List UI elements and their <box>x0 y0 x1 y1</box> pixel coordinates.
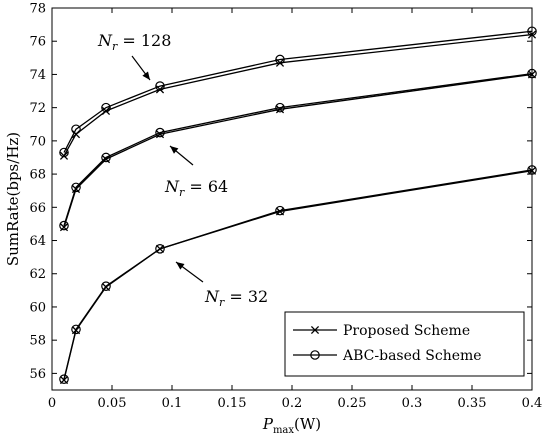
y-tick-label: 68 <box>29 168 46 183</box>
y-tick-label: 72 <box>29 101 46 116</box>
x-tick-label: 0.05 <box>98 396 127 411</box>
x-axis-label: Pmax(W) <box>262 415 321 436</box>
abc-point <box>101 152 111 163</box>
abc-point <box>101 281 111 291</box>
series-group-1 <box>59 68 537 232</box>
legend-label: Proposed Scheme <box>343 323 470 339</box>
x-axis-label-unit: (W) <box>294 415 321 433</box>
abc-point <box>527 26 537 37</box>
x-axis-label-var: P <box>262 415 274 433</box>
y-tick-label: 60 <box>29 300 46 315</box>
abc-point <box>155 127 165 138</box>
series-group-0 <box>59 26 537 160</box>
abc-point <box>527 165 537 175</box>
x-tick-label: 0.25 <box>338 396 367 411</box>
annotation-label: Nr = 64 <box>164 177 228 199</box>
annotation-var: N <box>204 287 220 306</box>
abc-point <box>59 147 69 158</box>
x-tick-label: 0.1 <box>162 396 183 411</box>
proposed-line <box>63 33 533 157</box>
annotation-arrow-head <box>170 146 179 154</box>
annotation-arrow-head <box>142 71 150 80</box>
x-tick-label: 0.3 <box>402 396 423 411</box>
x-tick-label: 0 <box>48 396 56 411</box>
annotation-label: Nr = 32 <box>204 287 268 309</box>
legend-box <box>284 311 525 377</box>
proposed-point <box>71 130 81 139</box>
annotation-var: N <box>97 31 113 50</box>
legend-marker-x <box>310 325 320 335</box>
y-tick-label: 66 <box>29 201 46 216</box>
y-tick-label: 56 <box>29 367 46 382</box>
annotation-var: N <box>164 177 180 196</box>
proposed-point <box>59 151 69 160</box>
proposed-point <box>155 85 165 94</box>
annotation-1: Nr = 64 <box>164 145 228 199</box>
x-tick-label: 0.15 <box>218 396 247 411</box>
annotation-sub: r <box>112 40 118 53</box>
annotation-sub: r <box>179 186 185 199</box>
annotation-value: = 64 <box>184 177 228 196</box>
legend-entry-1: ABC-based Scheme <box>293 348 482 364</box>
y-tick-label: 70 <box>29 134 46 149</box>
annotation-sub: r <box>219 296 225 309</box>
y-tick-label: 64 <box>29 234 46 249</box>
y-axis-label: SumRate(bps/Hz) <box>4 132 22 266</box>
proposed-point <box>527 30 537 39</box>
y-tick-label: 76 <box>29 35 46 50</box>
abc-point <box>275 102 285 113</box>
abc-point <box>101 102 111 113</box>
legend-label: ABC-based Scheme <box>342 348 482 364</box>
legend-marker-o <box>310 350 320 360</box>
x-tick-label: 0.35 <box>458 396 487 411</box>
abc-line <box>63 169 533 380</box>
abc-point <box>155 81 165 91</box>
annotation-arrow-head <box>176 262 185 270</box>
y-tick-label: 58 <box>29 334 46 349</box>
series-group-2 <box>59 165 537 385</box>
abc-point <box>71 124 81 135</box>
abc-point <box>59 220 69 231</box>
abc-point <box>59 374 69 385</box>
annotation-value: = 128 <box>117 31 171 50</box>
abc-point <box>527 68 537 79</box>
x-tick-label: 0.4 <box>522 396 543 411</box>
proposed-point <box>155 244 165 253</box>
annotation-label: Nr = 128 <box>97 31 171 53</box>
x-tick-label: 0.2 <box>282 396 303 411</box>
y-tick-label: 78 <box>29 2 46 17</box>
series-layer <box>59 26 537 385</box>
abc-line <box>63 72 533 226</box>
proposed-point <box>275 58 285 67</box>
y-tick-label: 74 <box>29 68 46 83</box>
axes: 0 0.05 0.1 0.15 0.2 0.25 0.3 0.35 0.4 56 58 60 62 64 6… <box>4 2 542 437</box>
abc-point <box>71 324 81 335</box>
y-tick-label: 62 <box>29 267 46 282</box>
x-axis-label-sub: max <box>273 425 294 436</box>
abc-point <box>71 182 81 193</box>
abc-point <box>275 54 285 65</box>
proposed-point <box>101 106 111 116</box>
annotation-0: Nr = 128 <box>97 31 171 81</box>
legend-entry-0: Proposed Scheme <box>293 323 470 339</box>
abc-point <box>155 244 165 254</box>
annotation-value: = 32 <box>224 287 268 306</box>
annotation-2: Nr = 32 <box>175 261 268 309</box>
proposed-line <box>63 73 533 228</box>
legend: Proposed Scheme ABC-based Scheme <box>284 311 525 377</box>
abc-point <box>275 205 285 216</box>
